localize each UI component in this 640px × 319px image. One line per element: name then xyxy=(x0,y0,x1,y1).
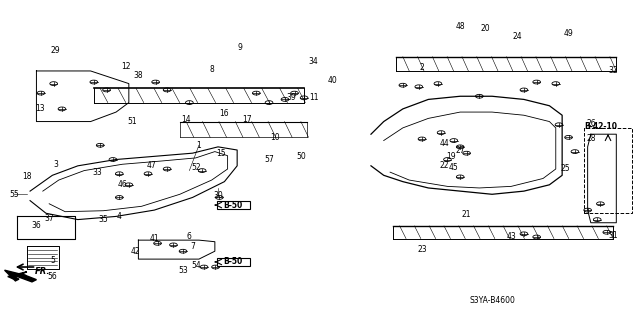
Text: 41: 41 xyxy=(150,234,159,243)
Text: S3YA-B4600: S3YA-B4600 xyxy=(469,296,515,305)
Text: 52: 52 xyxy=(191,163,200,172)
Text: 53: 53 xyxy=(178,266,188,275)
Text: 17: 17 xyxy=(242,115,252,124)
Text: 34: 34 xyxy=(308,57,319,66)
FancyBboxPatch shape xyxy=(217,258,250,266)
Text: 29: 29 xyxy=(51,46,60,55)
Text: 27: 27 xyxy=(456,145,465,154)
Text: 54: 54 xyxy=(191,261,200,270)
Text: 55: 55 xyxy=(9,190,19,199)
Text: 28: 28 xyxy=(586,134,596,144)
Text: 51: 51 xyxy=(127,117,137,126)
Text: 12: 12 xyxy=(121,62,131,71)
FancyBboxPatch shape xyxy=(217,201,250,209)
Polygon shape xyxy=(8,272,36,282)
Text: 47: 47 xyxy=(147,161,156,170)
Text: 40: 40 xyxy=(328,76,338,85)
Text: 25: 25 xyxy=(561,165,570,174)
Text: FR.: FR. xyxy=(35,267,50,276)
Text: 45: 45 xyxy=(449,163,459,172)
Text: 1: 1 xyxy=(196,141,202,150)
Text: B-50: B-50 xyxy=(224,201,243,210)
Text: 4: 4 xyxy=(117,212,122,221)
Text: 19: 19 xyxy=(446,152,456,161)
Text: 15: 15 xyxy=(216,149,226,158)
Text: 24: 24 xyxy=(513,32,522,41)
Text: 14: 14 xyxy=(181,115,191,124)
Text: 57: 57 xyxy=(264,155,274,164)
Text: 48: 48 xyxy=(456,22,465,31)
Text: 35: 35 xyxy=(99,215,108,224)
Text: 46: 46 xyxy=(118,180,127,189)
Text: 50: 50 xyxy=(296,152,306,161)
Text: 7: 7 xyxy=(190,242,195,251)
Text: 11: 11 xyxy=(309,93,318,102)
Text: 20: 20 xyxy=(481,24,490,33)
Text: 21: 21 xyxy=(462,210,471,219)
Text: 36: 36 xyxy=(31,221,42,230)
Text: 43: 43 xyxy=(506,233,516,241)
Text: 38: 38 xyxy=(134,71,143,80)
Text: 9: 9 xyxy=(238,43,243,52)
Text: B-50: B-50 xyxy=(224,257,243,266)
Text: 2: 2 xyxy=(420,63,424,72)
Text: 42: 42 xyxy=(131,247,140,256)
Text: 56: 56 xyxy=(47,272,57,281)
Text: 31: 31 xyxy=(608,231,618,240)
Text: 3: 3 xyxy=(53,160,58,169)
Text: 33: 33 xyxy=(92,168,102,177)
Text: 13: 13 xyxy=(35,104,44,113)
Text: 32: 32 xyxy=(608,66,618,76)
FancyArrow shape xyxy=(4,270,26,281)
Text: 49: 49 xyxy=(564,28,573,38)
Text: 8: 8 xyxy=(209,65,214,74)
Text: 18: 18 xyxy=(22,172,31,182)
Bar xyxy=(584,128,632,213)
Text: 22: 22 xyxy=(440,161,449,170)
Text: 23: 23 xyxy=(417,245,427,254)
Text: 10: 10 xyxy=(271,133,280,142)
Text: 6: 6 xyxy=(187,233,192,241)
Text: 44: 44 xyxy=(440,139,449,148)
Text: 5: 5 xyxy=(50,256,55,265)
Text: B-42-10: B-42-10 xyxy=(584,122,617,131)
Text: 30: 30 xyxy=(213,191,223,200)
Text: 26: 26 xyxy=(586,119,596,128)
Text: 16: 16 xyxy=(220,109,229,118)
Text: 39: 39 xyxy=(287,93,296,102)
Text: 37: 37 xyxy=(44,213,54,222)
